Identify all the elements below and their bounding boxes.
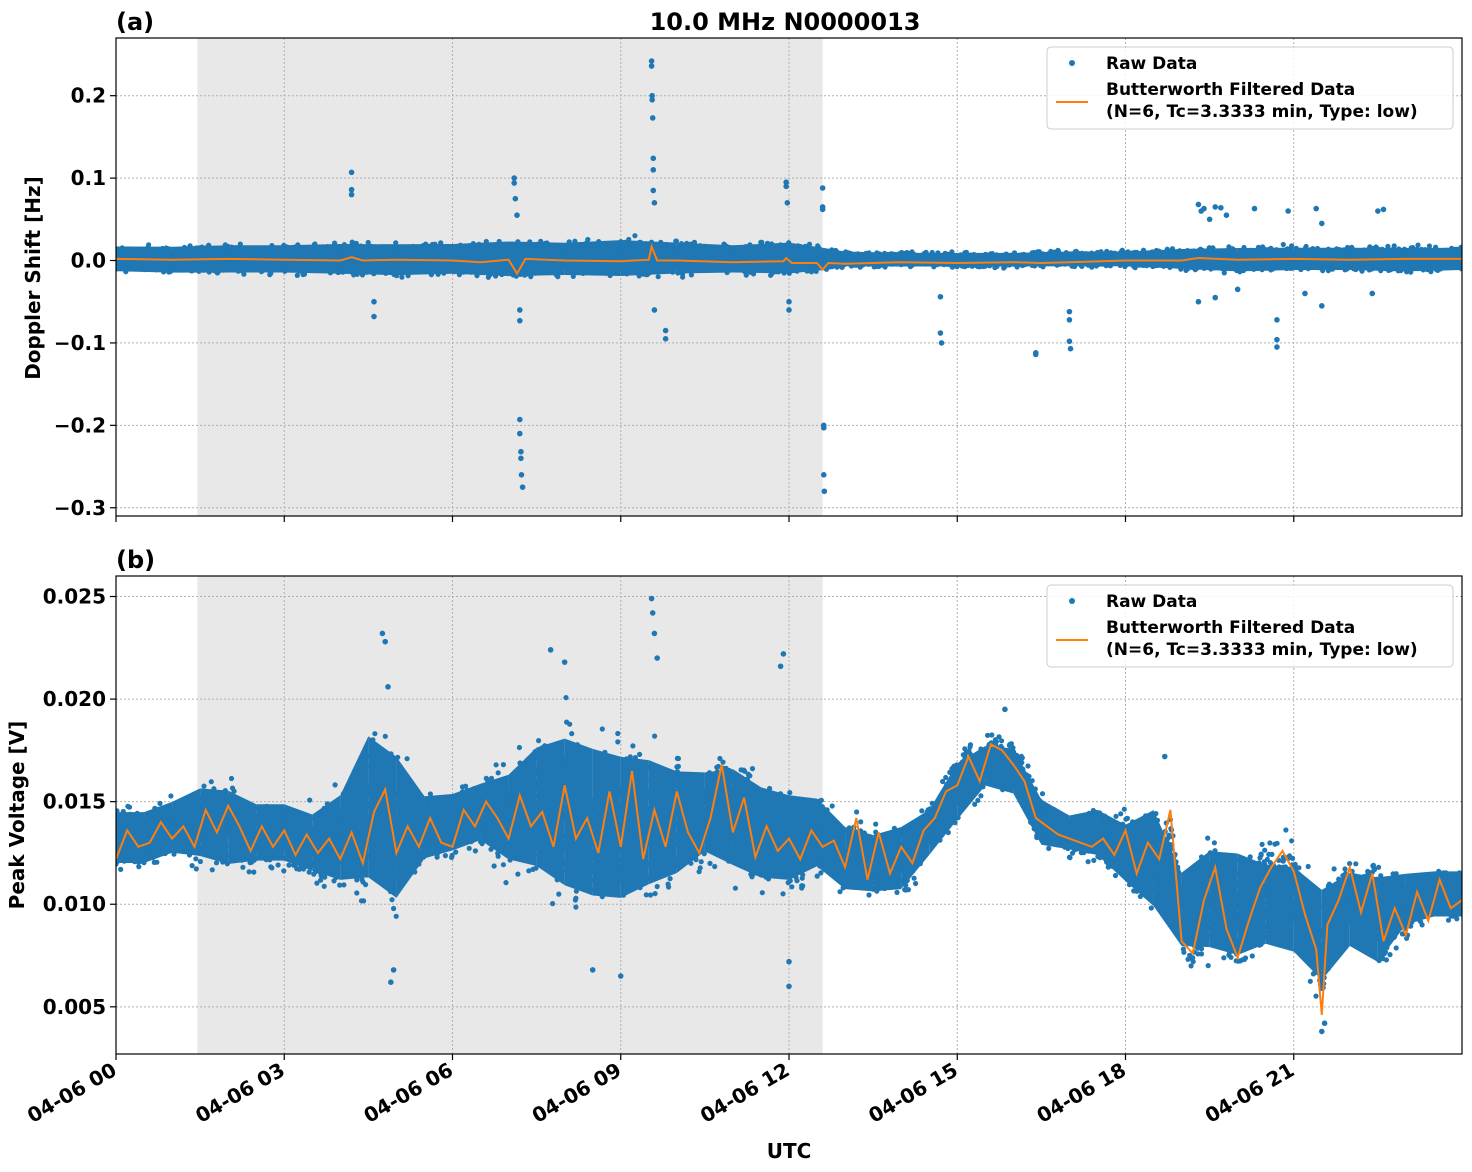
raw-point xyxy=(349,239,355,245)
plot-area xyxy=(116,58,1462,495)
raw-point xyxy=(673,238,680,244)
raw-point xyxy=(743,272,749,278)
raw-point xyxy=(294,272,300,278)
raw-point xyxy=(655,274,661,280)
panel-a-doppler-shift: (a) Doppler Shift [Hz] 0.20.10.0−0.1−0.2… xyxy=(21,8,1463,522)
raw-point xyxy=(393,240,399,246)
raw-point xyxy=(759,239,765,245)
raw-point xyxy=(632,233,638,239)
shaded-region xyxy=(197,38,823,516)
raw-point xyxy=(365,239,371,246)
raw-point xyxy=(146,242,152,248)
raw-point xyxy=(399,274,405,280)
panel-a-ylabel: Doppler Shift [Hz] xyxy=(21,176,45,380)
figure-title: 10.0 MHz N0000013 xyxy=(650,8,921,36)
panel-a-label: (a) xyxy=(116,8,154,36)
raw-point xyxy=(585,236,591,243)
raw-point xyxy=(555,274,561,280)
raw-point xyxy=(806,241,813,247)
raw-point xyxy=(688,272,695,278)
raw-point xyxy=(241,271,247,277)
